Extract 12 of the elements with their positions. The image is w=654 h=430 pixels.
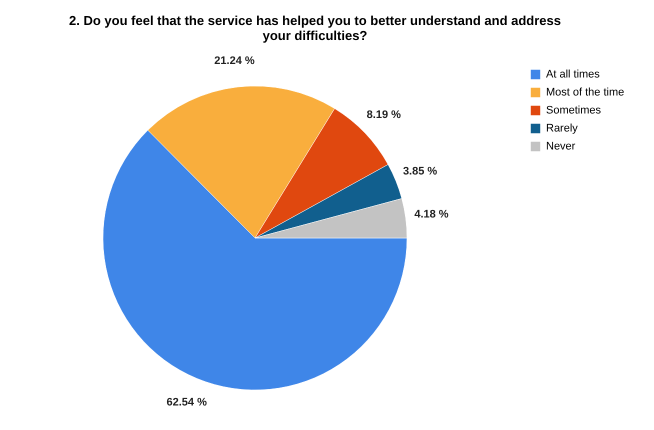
data-label: 3.85 % xyxy=(402,165,438,178)
data-label: 62.54 % xyxy=(166,396,208,408)
legend-label: Sometimes xyxy=(546,104,602,116)
legend-label: Never xyxy=(546,140,576,152)
legend-label: Most of the time xyxy=(546,86,624,98)
data-label: 21.24 % xyxy=(214,55,255,68)
text: 2. Do you feel that the service has helped you to better understand and address xyxy=(69,13,561,28)
legend-label: At all times xyxy=(546,68,600,80)
text: your difficulties? xyxy=(262,28,368,44)
data-label: 8.19 % xyxy=(366,109,402,122)
legend-label: Rarely xyxy=(546,122,578,134)
data-label: 4.18 % xyxy=(414,208,449,221)
